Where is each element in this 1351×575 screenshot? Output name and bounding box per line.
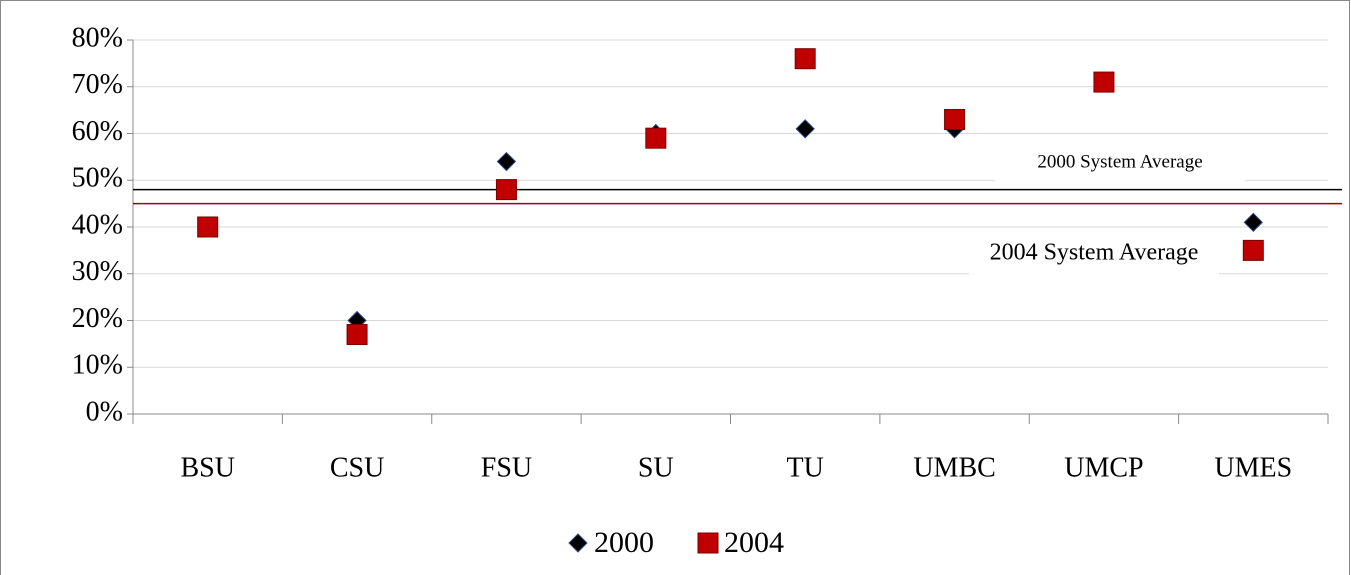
- x-tick-label: BSU: [180, 452, 234, 483]
- legend-marker: [697, 532, 719, 554]
- data-point: [346, 324, 368, 346]
- y-tick-label: 0%: [86, 396, 123, 427]
- data-point: [495, 179, 517, 201]
- y-tick-label: 60%: [72, 116, 123, 147]
- data-point: [794, 48, 816, 70]
- data-point: [645, 127, 667, 149]
- legend-marker: [568, 533, 588, 553]
- y-tick-label: 50%: [72, 163, 123, 194]
- x-tick-label: UMCP: [1064, 452, 1143, 483]
- y-tick-label: 30%: [72, 256, 123, 287]
- annotation-box: [969, 230, 1219, 278]
- data-point: [197, 216, 219, 238]
- y-tick-label: 70%: [72, 69, 123, 100]
- legend-label: 2000: [594, 526, 654, 559]
- annotation: 2000 System Average: [1037, 151, 1202, 172]
- annotation-box: [995, 139, 1245, 187]
- data-point: [1243, 212, 1264, 233]
- x-tick-label: UMES: [1214, 452, 1292, 483]
- data-point: [944, 108, 966, 130]
- data-point: [795, 119, 815, 139]
- y-tick-label: 10%: [72, 350, 123, 381]
- x-tick-label: TU: [787, 452, 824, 483]
- x-tick-label: UMBC: [913, 452, 995, 483]
- data-point: [496, 151, 517, 172]
- x-tick-label: CSU: [330, 452, 384, 483]
- x-tick-label: FSU: [481, 452, 532, 483]
- data-point: [1093, 71, 1115, 93]
- legend-label: 2004: [724, 526, 784, 559]
- data-point: [1242, 239, 1264, 261]
- annotation: 2004 System Average: [990, 240, 1199, 266]
- y-tick-label: 40%: [72, 209, 123, 240]
- y-tick-label: 80%: [72, 22, 123, 53]
- y-tick-label: 20%: [72, 303, 123, 334]
- x-tick-label: SU: [638, 452, 674, 483]
